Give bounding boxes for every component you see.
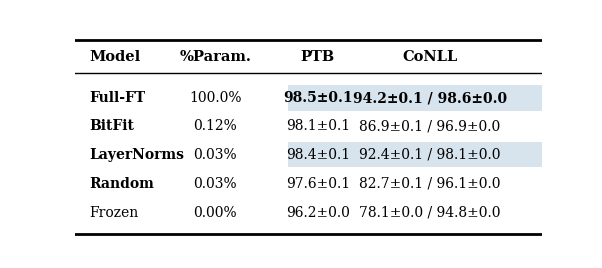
Text: %Param.: %Param. bbox=[179, 50, 251, 64]
FancyBboxPatch shape bbox=[288, 85, 542, 111]
Text: 98.4±0.1: 98.4±0.1 bbox=[286, 148, 350, 162]
Text: 78.1±0.0 / 94.8±0.0: 78.1±0.0 / 94.8±0.0 bbox=[359, 206, 501, 220]
Text: 92.4±0.1 / 98.1±0.0: 92.4±0.1 / 98.1±0.0 bbox=[359, 148, 501, 162]
Text: Model: Model bbox=[89, 50, 140, 64]
Text: LayerNorms: LayerNorms bbox=[89, 148, 184, 162]
Text: 82.7±0.1 / 96.1±0.0: 82.7±0.1 / 96.1±0.0 bbox=[359, 177, 501, 191]
Text: 96.2±0.0: 96.2±0.0 bbox=[286, 206, 350, 220]
Text: 0.03%: 0.03% bbox=[193, 177, 237, 191]
Text: Random: Random bbox=[89, 177, 154, 191]
Text: PTB: PTB bbox=[301, 50, 335, 64]
Text: CoNLL: CoNLL bbox=[402, 50, 458, 64]
Text: 94.2±0.1 / 98.6±0.0: 94.2±0.1 / 98.6±0.0 bbox=[353, 91, 507, 105]
Text: 98.5±0.1: 98.5±0.1 bbox=[283, 91, 353, 105]
Text: 0.12%: 0.12% bbox=[193, 119, 237, 133]
Text: 0.03%: 0.03% bbox=[193, 148, 237, 162]
Text: 0.00%: 0.00% bbox=[193, 206, 237, 220]
Text: BitFit: BitFit bbox=[89, 119, 134, 133]
Text: 86.9±0.1 / 96.9±0.0: 86.9±0.1 / 96.9±0.0 bbox=[359, 119, 500, 133]
Text: 100.0%: 100.0% bbox=[189, 91, 241, 105]
Text: 97.6±0.1: 97.6±0.1 bbox=[286, 177, 350, 191]
Text: Full-FT: Full-FT bbox=[89, 91, 145, 105]
Text: 98.1±0.1: 98.1±0.1 bbox=[286, 119, 350, 133]
FancyBboxPatch shape bbox=[288, 142, 542, 167]
Text: Frozen: Frozen bbox=[89, 206, 138, 220]
